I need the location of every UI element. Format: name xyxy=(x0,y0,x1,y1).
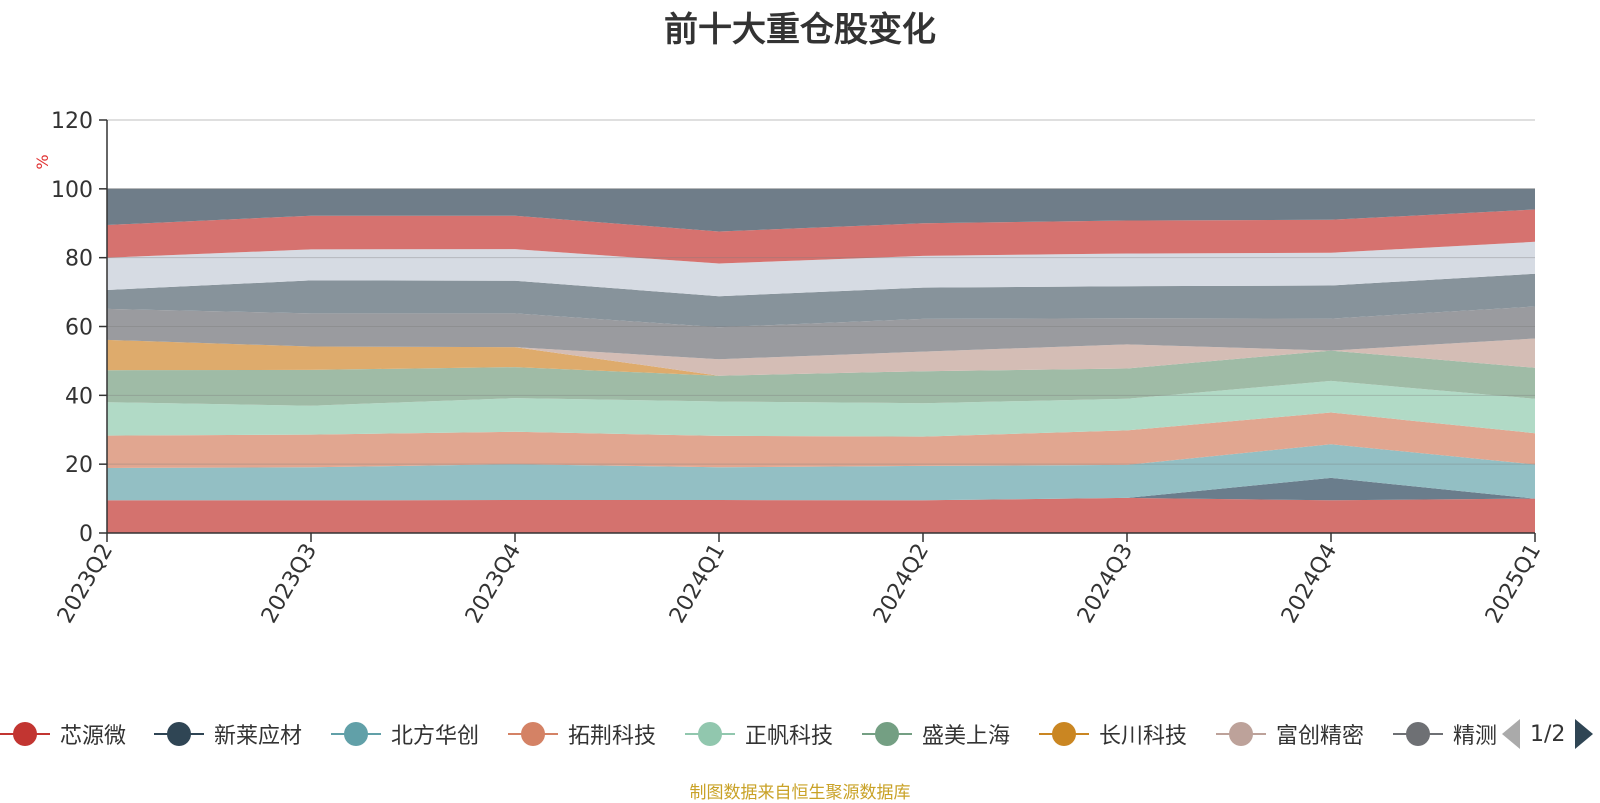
legend-symbol-icon xyxy=(0,722,50,746)
y-axis-label: % xyxy=(33,154,52,169)
y-tick-label: 60 xyxy=(65,316,93,341)
pager-prev-icon[interactable] xyxy=(1502,719,1520,749)
legend-label: 富创精密 xyxy=(1276,724,1365,749)
pager-page-indicator: 1/2 xyxy=(1530,721,1566,747)
x-tick-label: 2023Q4 xyxy=(461,540,526,628)
stacked-areas xyxy=(107,188,1535,533)
legend-symbol-icon xyxy=(862,722,912,746)
y-tick-label: 120 xyxy=(51,109,93,134)
legend-symbol-icon xyxy=(508,722,558,746)
legend-item[interactable]: 正帆科技 xyxy=(685,716,833,752)
y-tick-label: 0 xyxy=(79,522,93,547)
x-tick-label: 2023Q3 xyxy=(257,540,322,628)
area-series[interactable] xyxy=(107,188,1535,232)
legend-item[interactable]: 盛美上海 xyxy=(862,716,1010,752)
x-tick-label: 2024Q4 xyxy=(1277,540,1342,628)
area-series[interactable] xyxy=(107,380,1535,437)
y-tick-label: 80 xyxy=(65,247,93,272)
legend-symbol-icon xyxy=(685,722,735,746)
legend-item[interactable]: 新莱应材 xyxy=(154,716,302,752)
y-tick-label: 40 xyxy=(65,384,93,409)
legend-symbol-icon xyxy=(1039,722,1089,746)
area-series[interactable] xyxy=(107,497,1535,533)
legend-label: 芯源微 xyxy=(60,724,127,749)
pager-next-icon[interactable] xyxy=(1575,719,1594,749)
chart-title: 前十大重仓股变化 xyxy=(664,10,936,50)
x-tick-label: 2024Q3 xyxy=(1073,540,1138,628)
x-tick-label: 2024Q1 xyxy=(665,540,730,628)
area-series[interactable] xyxy=(107,350,1535,406)
legend-label: 盛美上海 xyxy=(922,724,1011,749)
x-tick-label: 2024Q2 xyxy=(869,540,934,628)
area-series[interactable] xyxy=(107,338,1535,376)
area-series[interactable] xyxy=(107,209,1535,264)
legend: 芯源微 新莱应材 北方华创 拓荆科技 正帆科技 盛美上海 长川科技 富创精密 精测电子 xyxy=(0,716,1600,752)
legend-symbol-icon xyxy=(1216,722,1266,746)
legend-symbol-icon xyxy=(331,722,381,746)
legend-label: 新莱应材 xyxy=(214,724,303,749)
legend-item[interactable]: 北方华创 xyxy=(331,716,479,752)
area-series[interactable] xyxy=(107,444,1535,501)
x-tick-label: 2023Q2 xyxy=(53,540,118,628)
source-note: 制图数据来自恒生聚源数据库 xyxy=(689,783,911,803)
y-tick-label: 100 xyxy=(51,178,93,203)
legend-item[interactable]: 长川科技 xyxy=(1039,716,1187,752)
legend-pager: 1/2 xyxy=(1498,716,1600,752)
y-tick-label: 20 xyxy=(65,453,93,478)
area-series[interactable] xyxy=(107,306,1535,360)
legend-label: 正帆科技 xyxy=(745,724,834,749)
legend-symbol-icon xyxy=(154,722,204,746)
legend-item[interactable]: 芯源微 xyxy=(0,716,126,752)
area-series[interactable] xyxy=(107,412,1535,469)
legend-label: 长川科技 xyxy=(1099,724,1188,749)
legend-label: 拓荆科技 xyxy=(568,724,657,749)
area-series[interactable] xyxy=(107,477,1535,501)
legend-item[interactable]: 富创精密 xyxy=(1216,716,1364,752)
legend-symbol-icon xyxy=(1393,722,1443,746)
legend-item[interactable]: 拓荆科技 xyxy=(508,716,656,752)
area-series[interactable] xyxy=(107,241,1535,297)
legend-label: 北方华创 xyxy=(391,724,480,749)
x-tick-label: 2025Q1 xyxy=(1481,540,1546,628)
area-series[interactable] xyxy=(107,273,1535,328)
area-series[interactable] xyxy=(107,339,1535,376)
